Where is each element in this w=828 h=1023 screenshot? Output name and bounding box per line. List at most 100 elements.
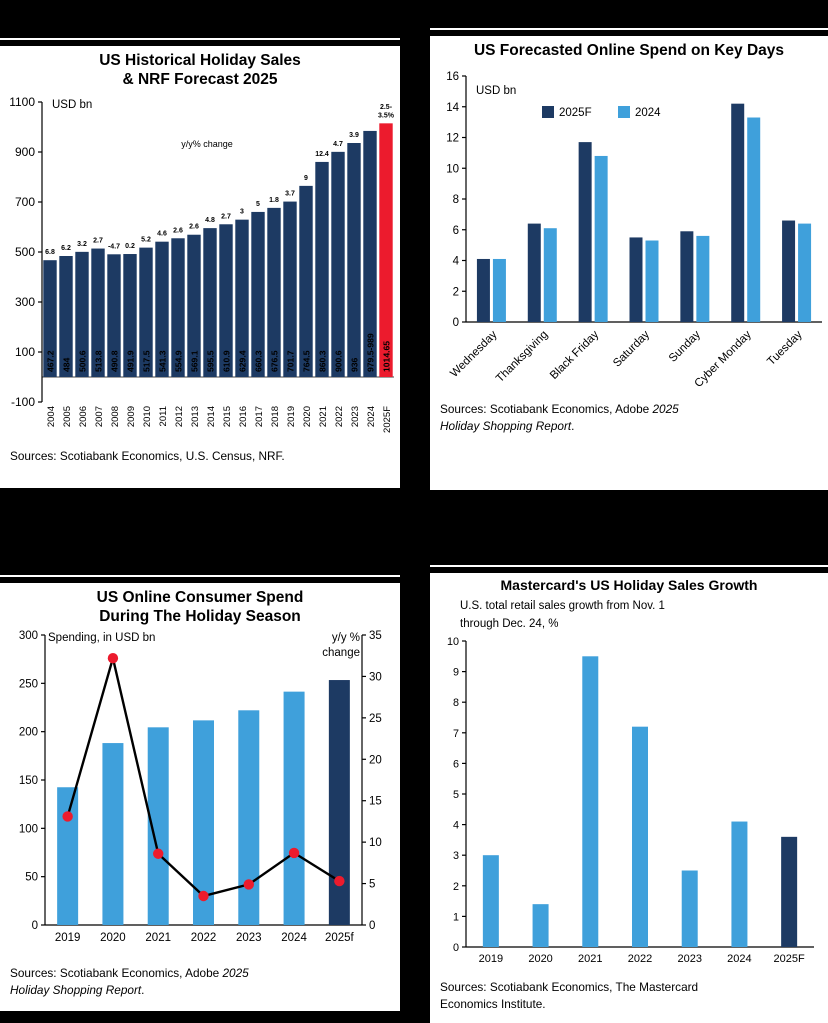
chart-title-mastercard: Mastercard's US Holiday Sales Growth <box>500 577 758 593</box>
svg-text:7: 7 <box>453 728 459 740</box>
svg-text:2013: 2013 <box>190 406 201 427</box>
svg-text:y/y% change: y/y% change <box>181 139 233 149</box>
svg-text:-4.7: -4.7 <box>108 243 120 250</box>
svg-text:6: 6 <box>453 759 459 771</box>
svg-text:701.7: 701.7 <box>285 350 295 372</box>
svg-text:8: 8 <box>453 697 459 709</box>
svg-text:5: 5 <box>453 789 459 801</box>
svg-text:20: 20 <box>369 754 382 766</box>
svg-text:660.3: 660.3 <box>253 350 263 372</box>
svg-text:2024: 2024 <box>635 107 661 119</box>
svg-text:610.9: 610.9 <box>221 350 231 372</box>
svg-text:3.7: 3.7 <box>285 190 295 197</box>
svg-text:100: 100 <box>15 345 35 359</box>
svg-text:Sunday: Sunday <box>667 329 703 365</box>
svg-text:10: 10 <box>446 164 459 176</box>
svg-text:5.2: 5.2 <box>141 236 151 243</box>
svg-text:2019: 2019 <box>286 406 297 427</box>
svg-text:629.4: 629.4 <box>237 350 247 372</box>
svg-text:5: 5 <box>256 201 260 208</box>
svg-text:2: 2 <box>453 881 459 893</box>
svg-text:2.7: 2.7 <box>93 237 103 244</box>
svg-text:3: 3 <box>240 208 244 215</box>
svg-text:200: 200 <box>19 726 38 738</box>
svg-text:2.6: 2.6 <box>189 223 199 230</box>
svg-text:2024: 2024 <box>281 932 307 944</box>
historical-holiday-sales-chart: -100 100 300 500 700 900 1100 USD bn y/y% change… <box>9 95 395 433</box>
svg-text:2022: 2022 <box>628 953 652 965</box>
svg-text:4.6: 4.6 <box>157 230 167 237</box>
panel-online-consumer-spend: US Online Consumer Spend During The Holi… <box>0 575 400 1011</box>
svg-text:300: 300 <box>19 630 38 642</box>
svg-text:3.2: 3.2 <box>77 241 87 248</box>
panel-top-rule <box>0 40 400 46</box>
svg-text:4: 4 <box>453 820 459 832</box>
svg-text:517.5: 517.5 <box>141 350 151 372</box>
svg-text:5: 5 <box>369 878 375 890</box>
svg-text:2012: 2012 <box>174 406 185 427</box>
chart-title-historical: US Historical Holiday Sales & NRF Foreca… <box>0 46 400 90</box>
svg-text:3.9: 3.9 <box>349 132 359 139</box>
chart-title-line: & NRF Forecast 2025 <box>122 71 278 89</box>
svg-text:35: 35 <box>369 630 382 642</box>
svg-text:2019: 2019 <box>55 932 81 944</box>
svg-text:484: 484 <box>61 357 71 372</box>
chart-title-line: US Online Consumer Spend <box>96 589 304 606</box>
source-note-mastercard: Sources: Scotiabank Economics, The Maste… <box>430 973 828 1013</box>
svg-text:9: 9 <box>453 667 459 679</box>
svg-text:2011: 2011 <box>158 406 169 426</box>
source-text: . <box>141 982 145 997</box>
svg-text:16: 16 <box>446 71 459 83</box>
svg-text:2.7: 2.7 <box>221 213 231 220</box>
svg-text:y/y %: y/y % <box>332 632 360 644</box>
svg-text:3.5%: 3.5% <box>378 112 395 119</box>
source-text: Sources: Scotiabank Economics, Adobe <box>10 965 223 980</box>
svg-text:USD bn: USD bn <box>476 85 516 97</box>
chart-subtitle-line: through Dec. 24, % <box>460 617 559 630</box>
svg-text:0: 0 <box>453 317 459 329</box>
svg-text:3: 3 <box>453 850 459 862</box>
chart-subtitle-line: U.S. total retail sales growth from Nov.… <box>460 599 665 612</box>
source-note-online-spend: Sources: Scotiabank Economics, Adobe 202… <box>0 959 400 999</box>
svg-text:Tuesday: Tuesday <box>765 329 805 369</box>
svg-text:2009: 2009 <box>126 406 137 427</box>
svg-text:2025F: 2025F <box>382 406 393 433</box>
svg-text:2016: 2016 <box>238 406 249 427</box>
svg-text:2021: 2021 <box>578 953 602 965</box>
svg-text:14: 14 <box>446 102 459 114</box>
svg-text:4: 4 <box>453 256 460 268</box>
source-text-italic: Holiday Shopping Report <box>10 982 142 997</box>
svg-text:2025f: 2025f <box>325 932 355 944</box>
svg-text:2020: 2020 <box>528 953 552 965</box>
svg-text:554.9: 554.9 <box>173 350 183 372</box>
svg-text:50: 50 <box>25 871 38 883</box>
source-text: . <box>571 419 575 434</box>
svg-text:6.8: 6.8 <box>45 249 55 256</box>
svg-text:10: 10 <box>369 837 382 849</box>
source-text-italic: 2025 <box>652 402 679 417</box>
source-note-historical: Sources: Scotiabank Economics, U.S. Cens… <box>0 442 400 465</box>
svg-text:936: 936 <box>349 357 359 372</box>
svg-text:541.3: 541.3 <box>157 350 167 372</box>
panel-mastercard-growth: Mastercard's US Holiday Sales Growth U.S… <box>430 565 828 1023</box>
svg-text:500: 500 <box>15 245 35 259</box>
svg-text:2021: 2021 <box>145 932 171 944</box>
panel-top-rule <box>430 567 828 573</box>
svg-text:2: 2 <box>453 287 459 299</box>
svg-text:900.6: 900.6 <box>333 350 343 372</box>
svg-text:150: 150 <box>19 775 38 787</box>
svg-text:500.6: 500.6 <box>77 350 87 372</box>
svg-text:6.2: 6.2 <box>61 245 71 252</box>
svg-text:2023: 2023 <box>350 406 361 427</box>
svg-text:2024: 2024 <box>366 406 377 427</box>
svg-text:4.8: 4.8 <box>205 217 215 224</box>
chart-title-online-spend: US Online Consumer Spend During The Holi… <box>0 583 400 627</box>
svg-text:250: 250 <box>19 678 38 690</box>
svg-text:1100: 1100 <box>9 95 35 109</box>
svg-text:2022: 2022 <box>191 932 217 944</box>
panel-top-rule <box>430 30 828 36</box>
svg-text:9: 9 <box>304 175 308 182</box>
svg-text:467.2: 467.2 <box>45 350 55 372</box>
svg-text:change: change <box>322 647 360 659</box>
svg-text:2020: 2020 <box>100 932 126 944</box>
